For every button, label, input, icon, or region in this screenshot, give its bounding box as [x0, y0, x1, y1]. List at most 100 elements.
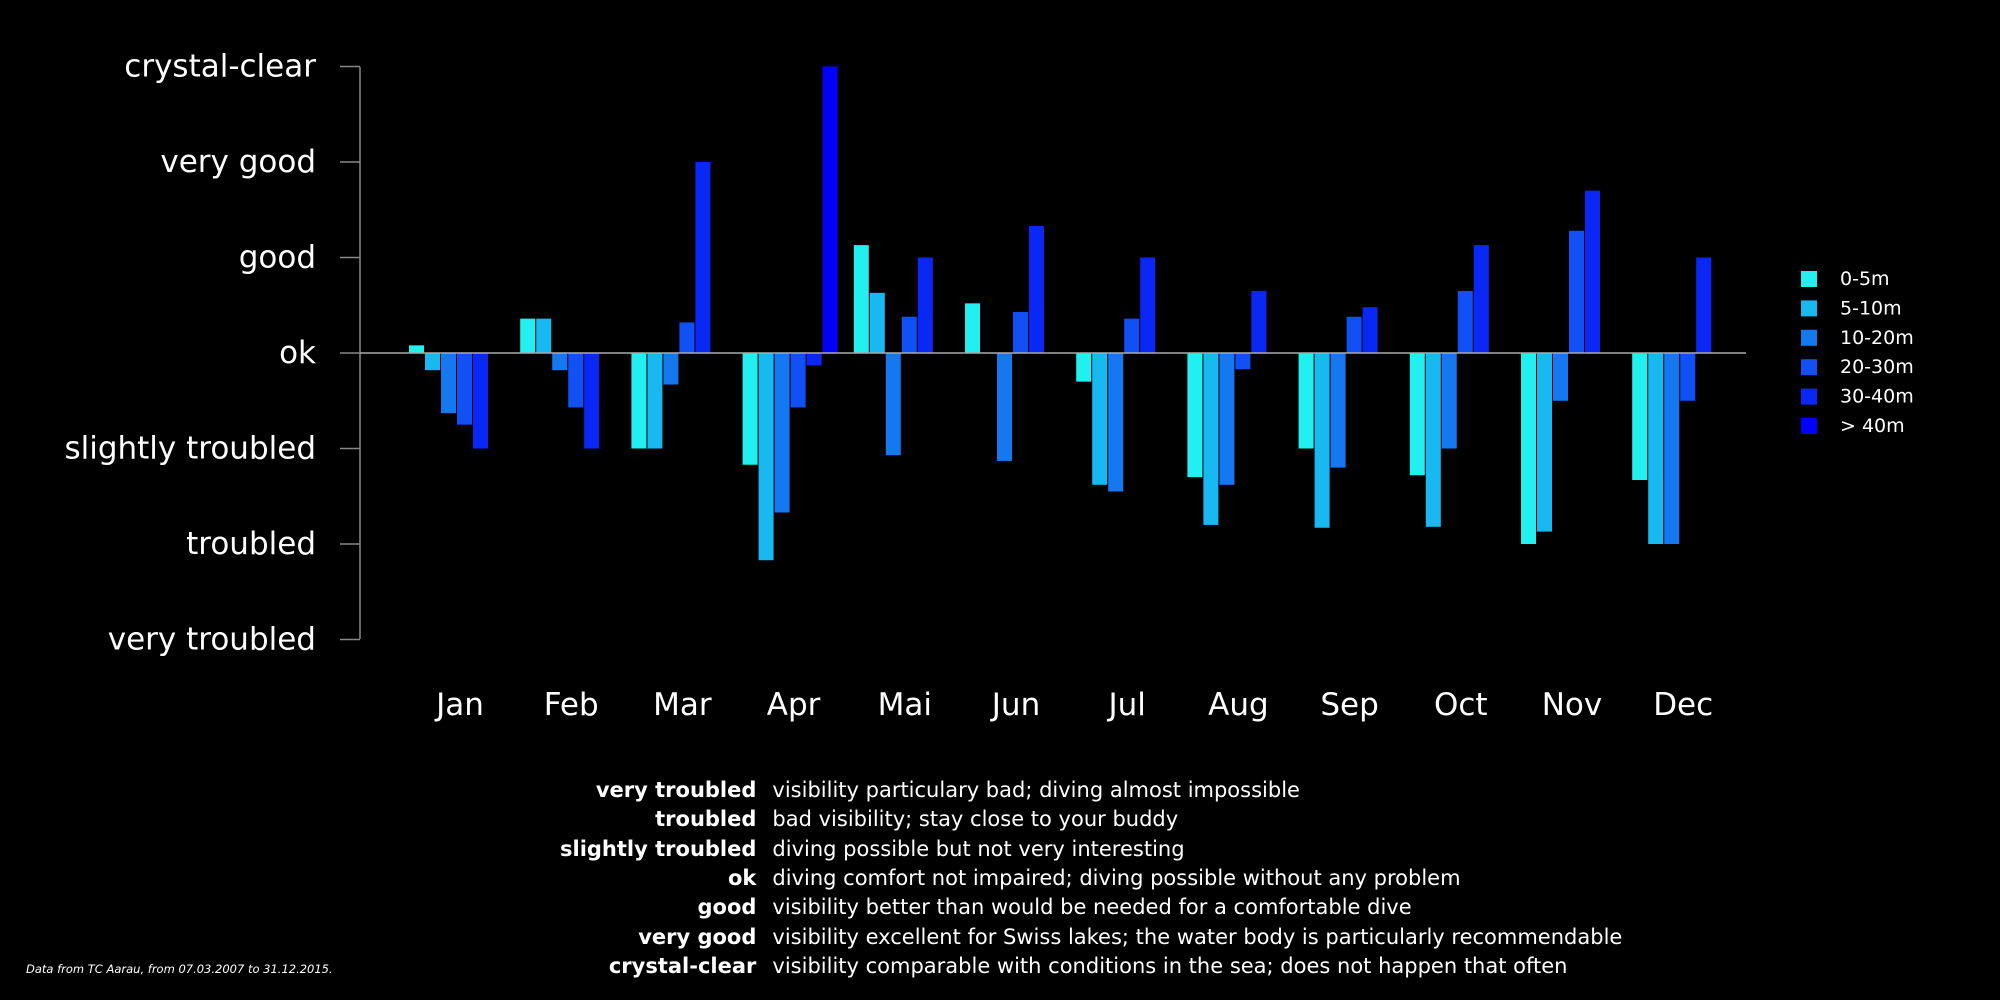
bar-sep-2 — [1330, 353, 1346, 468]
bar-feb-2 — [552, 353, 568, 371]
definition-row: slightly troubled diving possible but not… — [560, 835, 1622, 864]
definition-description: visibility excellent for Swiss lakes; th… — [772, 924, 1623, 949]
x-tick-label: Mar — [653, 687, 712, 723]
source-note: Data from TC Aarau, from 07.03.2007 to 3… — [26, 962, 333, 976]
definition-term: troubled — [655, 807, 757, 832]
bar-dec-1 — [1648, 353, 1664, 544]
bar-jun-3 — [1013, 311, 1028, 353]
definition-description: visibility particulary bad; diving almos… — [772, 778, 1300, 803]
bar-dec-4 — [1696, 257, 1712, 353]
definition-row: good visibility better than would be need… — [560, 893, 1622, 922]
bar-oct-3 — [1457, 290, 1473, 353]
bar-feb-1 — [536, 318, 552, 353]
x-tick-label: Jun — [990, 687, 1040, 723]
bar-mar-2 — [663, 353, 679, 385]
bar-apr-2 — [774, 353, 790, 513]
y-tick-label: troubled — [186, 526, 316, 562]
bar-sep-3 — [1346, 316, 1362, 353]
definition-term: ok — [728, 866, 757, 891]
bar-mai-4 — [917, 257, 933, 353]
bar-mai-0 — [853, 245, 869, 353]
definition-description: diving possible but not very interesting — [772, 836, 1185, 861]
bar-mar-3 — [679, 322, 695, 353]
definition-row: very troubled visibility particulary bad;… — [560, 776, 1622, 805]
bar-jun-4 — [1029, 225, 1044, 353]
legend-label: 5-10m — [1840, 297, 1902, 319]
y-axis-ticks: very troubled troubled slightly troubled ok… — [64, 49, 360, 658]
bar-jul-1 — [1092, 353, 1108, 485]
definition-row: troubled bad visibility; stay close to yo… — [560, 805, 1622, 834]
bar-feb-3 — [568, 353, 584, 408]
bar-apr-5 — [822, 66, 838, 353]
bar-jul-0 — [1076, 353, 1092, 382]
x-tick-label: Sep — [1320, 687, 1378, 723]
y-tick-label: good — [239, 240, 316, 276]
y-tick-label: crystal-clear — [124, 49, 316, 85]
bar-apr-1 — [758, 353, 774, 561]
x-axis-labels: Jan Feb Mar Apr Mai Jun Jul Aug Sep Oct Nov Dec — [434, 687, 1713, 723]
x-tick-label: Mai — [878, 687, 932, 723]
bar-dec-2 — [1664, 353, 1680, 544]
legend-swatch — [1801, 300, 1817, 317]
x-tick-label: Apr — [767, 687, 821, 723]
bar-feb-4 — [584, 353, 600, 449]
definition-term: very troubled — [595, 778, 757, 803]
bar-jan-0 — [409, 345, 424, 353]
bar-mar-4 — [695, 162, 711, 353]
x-tick-label: Feb — [544, 687, 599, 723]
bar-mai-3 — [901, 316, 917, 353]
bar-jun-2 — [997, 353, 1012, 461]
bar-apr-4 — [806, 353, 822, 366]
visibility-definitions: very troubled visibility particulary bad;… — [560, 776, 1622, 981]
bar-nov-4 — [1585, 190, 1600, 353]
bar-oct-0 — [1409, 353, 1425, 476]
bar-oct-4 — [1473, 245, 1489, 353]
definition-term: slightly troubled — [560, 836, 757, 861]
bar-nov-0 — [1521, 353, 1536, 544]
y-tick-label: very troubled — [108, 622, 316, 658]
legend-label: 0-5m — [1840, 268, 1890, 290]
bar-apr-0 — [742, 353, 758, 465]
bar-aug-3 — [1235, 353, 1251, 370]
bar-mai-2 — [885, 353, 901, 456]
x-tick-label: Jan — [434, 687, 484, 723]
definition-term: crystal-clear — [608, 953, 757, 978]
x-tick-label: Dec — [1653, 687, 1713, 723]
bar-jun-0 — [965, 303, 980, 353]
legend-swatch — [1801, 418, 1817, 434]
bar-jul-3 — [1124, 318, 1140, 353]
x-tick-label: Nov — [1542, 687, 1603, 723]
bar-jan-2 — [441, 353, 456, 414]
bar-aug-0 — [1187, 353, 1203, 478]
bar-mai-1 — [869, 292, 885, 353]
bar-oct-2 — [1441, 353, 1457, 449]
bar-nov-2 — [1553, 353, 1568, 401]
bar-jan-3 — [457, 353, 472, 425]
y-tick-label: slightly troubled — [64, 431, 316, 467]
definition-row: ok diving comfort not impaired; diving po… — [560, 864, 1622, 893]
bar-sep-4 — [1362, 307, 1378, 353]
bar-aug-2 — [1219, 353, 1235, 485]
bar-nov-1 — [1537, 353, 1552, 532]
bar-nov-3 — [1569, 230, 1584, 353]
legend-label: 10-20m — [1840, 327, 1914, 349]
legend-swatch — [1801, 359, 1817, 376]
bar-jan-4 — [473, 353, 488, 449]
bar-aug-4 — [1251, 290, 1267, 353]
definition-term: very good — [638, 924, 757, 949]
x-tick-label: Jul — [1106, 687, 1145, 723]
definition-description: visibility better than would be needed f… — [772, 895, 1412, 920]
legend: 0-5m 5-10m 10-20m 20-30m 30-40m > 40m — [1801, 268, 1914, 437]
definition-term: good — [697, 895, 757, 920]
bar-mar-0 — [631, 353, 647, 449]
legend-swatch — [1801, 271, 1817, 287]
y-tick-label: ok — [279, 335, 316, 371]
y-tick-label: very good — [160, 144, 316, 180]
legend-swatch — [1801, 388, 1817, 405]
bar-dec-0 — [1632, 353, 1648, 481]
definition-description: visibility comparable with conditions in… — [772, 953, 1568, 978]
definition-description: bad visibility; stay close to your buddy — [772, 807, 1179, 832]
bar-jul-4 — [1140, 257, 1156, 353]
definition-row: crystal-clear visibility comparable with … — [560, 952, 1622, 981]
